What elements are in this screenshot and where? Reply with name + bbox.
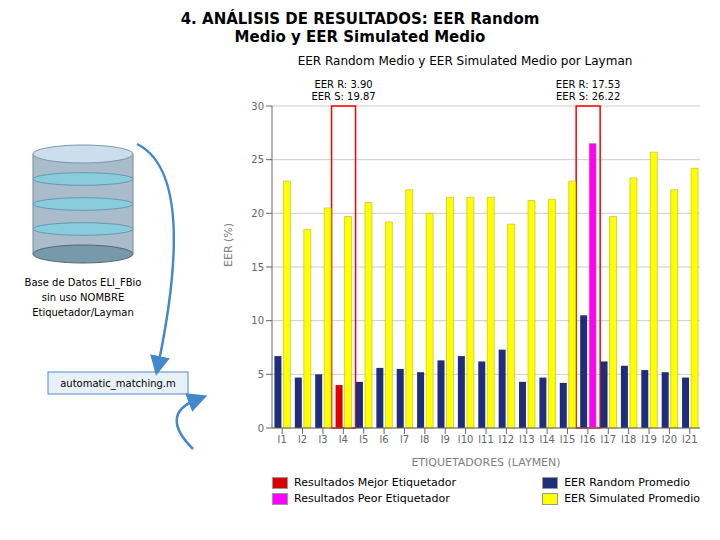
html-text:EER Random Medio y EER Simulat: EER Random Medio y EER Simulated Medio p… — [297, 54, 633, 68]
svg-text:l8: l8 — [420, 434, 429, 445]
svg-text:l14: l14 — [539, 434, 555, 445]
svg-text:l10: l10 — [458, 434, 474, 445]
html-text:Resultados Peor Etiquetador: Resultados Peor Etiquetador — [294, 492, 450, 505]
svg-text:l4: l4 — [339, 434, 348, 445]
svg-text:l12: l12 — [499, 434, 515, 445]
svg-text:EER S: 19.87: EER S: 19.87 — [311, 91, 375, 102]
svg-text:l15: l15 — [560, 434, 576, 445]
svg-text:l17: l17 — [601, 434, 617, 445]
svg-text:15: 15 — [251, 262, 264, 273]
svg-text:l9: l9 — [441, 434, 450, 445]
svg-text:l1: l1 — [278, 434, 287, 445]
html-text:EER Simulated Promedio: EER Simulated Promedio — [564, 492, 700, 505]
svg-text:EER R: 3.90: EER R: 3.90 — [314, 79, 372, 90]
svg-text:automatic_matching.m: automatic_matching.m — [60, 378, 176, 390]
svg-text:10: 10 — [251, 315, 264, 326]
svg-text:0: 0 — [258, 423, 264, 434]
svg-text:sin uso NOMBRE: sin uso NOMBRE — [42, 292, 124, 303]
svg-text:Etiquetador/Layman: Etiquetador/Layman — [32, 307, 134, 318]
svg-text:Base de Datos ELI_FBio: Base de Datos ELI_FBio — [25, 277, 142, 289]
svg-text:l6: l6 — [380, 434, 389, 445]
svg-text:l21: l21 — [682, 434, 698, 445]
svg-text:EER S: 26.22: EER S: 26.22 — [556, 91, 620, 102]
svg-text:l13: l13 — [519, 434, 535, 445]
svg-text:EER R: 17.53: EER R: 17.53 — [556, 79, 621, 90]
html-text:Resultados Mejor Etiquetador: Resultados Mejor Etiquetador — [294, 476, 457, 489]
svg-text:l20: l20 — [662, 434, 678, 445]
svg-text:l16: l16 — [580, 434, 596, 445]
svg-text:5: 5 — [258, 369, 264, 380]
svg-text:l3: l3 — [318, 434, 327, 445]
svg-text:EER (%): EER (%) — [222, 223, 235, 267]
html-text:EER Random Promedio: EER Random Promedio — [564, 476, 690, 489]
svg-text:l5: l5 — [359, 434, 368, 445]
svg-text:25: 25 — [251, 154, 264, 165]
svg-text:l2: l2 — [298, 434, 307, 445]
svg-text:ETIQUETADORES (LAYMEN): ETIQUETADORES (LAYMEN) — [411, 456, 560, 469]
html-text:4. ANÁLISIS DE RESULTADOS: EER: 4. ANÁLISIS DE RESULTADOS: EER Random Me… — [180, 10, 540, 46]
svg-text:l19: l19 — [641, 434, 657, 445]
svg-text:l7: l7 — [400, 434, 409, 445]
svg-text:l11: l11 — [478, 434, 494, 445]
svg-text:20: 20 — [251, 208, 264, 219]
svg-text:l18: l18 — [621, 434, 637, 445]
svg-text:30: 30 — [251, 101, 264, 112]
